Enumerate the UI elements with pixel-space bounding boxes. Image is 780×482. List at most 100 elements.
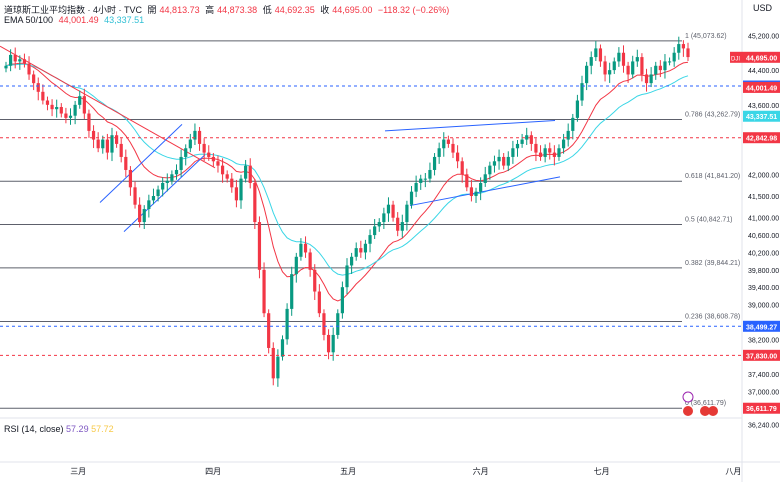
candle-body xyxy=(686,48,690,58)
event-icons xyxy=(682,391,718,416)
y-tick-label: 41,500.00 xyxy=(748,194,779,201)
candle-body xyxy=(354,248,358,257)
price-tag-label: 43,337.51 xyxy=(746,114,777,121)
candle-body xyxy=(626,65,630,75)
candle-body xyxy=(502,156,506,166)
candle-body xyxy=(396,217,400,231)
ema-legend[interactable]: EMA 50/100 44,001.49 43,337.51 xyxy=(4,15,147,25)
candle-body xyxy=(571,117,575,131)
earnings-flag-icon xyxy=(700,406,710,416)
candle-body xyxy=(585,65,589,84)
y-tick-label: 42,000.00 xyxy=(748,172,779,179)
candle-body xyxy=(345,265,349,288)
candle-body xyxy=(612,61,616,71)
candle-body xyxy=(9,54,13,66)
candle-body xyxy=(4,65,8,69)
candle-body xyxy=(91,130,96,140)
ema50-line xyxy=(5,61,689,302)
candle-body xyxy=(211,156,215,162)
currency-label[interactable]: USD xyxy=(752,3,772,13)
candle-body xyxy=(290,274,294,309)
candle-body xyxy=(257,222,262,270)
candle-body xyxy=(184,148,188,157)
price-tag-box xyxy=(743,349,780,361)
candle-body xyxy=(267,313,271,348)
candle-body xyxy=(621,52,626,66)
candle-body xyxy=(151,196,156,201)
candle-body xyxy=(73,104,77,116)
candle-body xyxy=(359,248,363,253)
candle-body xyxy=(557,148,561,157)
candle-body xyxy=(552,152,556,157)
candle-body xyxy=(654,65,658,75)
price-tag-prefix: DJI xyxy=(731,56,740,62)
y-tick-label: 36,240.00 xyxy=(748,422,779,429)
y-tick-label: 44,400.00 xyxy=(748,68,779,75)
trend-channels xyxy=(0,45,561,232)
candle-body xyxy=(299,243,303,257)
candle-body xyxy=(96,139,100,149)
candle-body xyxy=(488,165,492,175)
x-axis-label: 四月 xyxy=(205,467,221,476)
fib-level-label: 0.236 (38,608.78) xyxy=(685,314,740,321)
fib-level-label: 1 (45,073.62) xyxy=(685,33,727,40)
candle-body xyxy=(32,74,36,84)
candle-body xyxy=(174,169,179,175)
y-tick-label: 40,600.00 xyxy=(748,233,779,240)
candle-body xyxy=(608,70,612,75)
candle-body xyxy=(391,204,395,218)
candle-body xyxy=(313,269,317,292)
candle-body xyxy=(128,169,133,188)
change-value: −118.32 (−0.26%) xyxy=(377,5,450,15)
candle-body xyxy=(644,74,649,84)
candle-body xyxy=(110,135,114,153)
candle-body xyxy=(561,139,566,149)
y-tick-label: 39,000.00 xyxy=(748,303,779,310)
candle-body xyxy=(253,182,257,223)
fib-level-label: 0.618 (41,841.20) xyxy=(685,173,740,180)
y-tick-label: 39,800.00 xyxy=(748,268,779,275)
candle-body xyxy=(27,63,31,75)
candle-body xyxy=(230,178,234,188)
low-label: 低 xyxy=(262,5,272,15)
candle-body xyxy=(594,48,598,58)
high-value: 44,873.38 xyxy=(217,5,258,15)
open-value: 44,813.73 xyxy=(159,5,200,15)
candle-body xyxy=(649,74,653,84)
y-tick-label: 40,200.00 xyxy=(748,250,779,257)
candle-body xyxy=(640,57,644,75)
candle-body xyxy=(506,156,510,166)
fib-level-label: 0.382 (39,844.21) xyxy=(685,260,740,267)
rsi-legend[interactable]: RSI (14, close) 57.29 57.72 xyxy=(4,424,114,434)
candle-body xyxy=(114,135,119,144)
candle-body xyxy=(119,143,123,157)
candle-body xyxy=(469,187,474,197)
candle-body xyxy=(663,61,667,71)
rsi-value: 57.29 xyxy=(66,424,89,434)
candle-body xyxy=(188,139,192,149)
price-tag-prefix-box xyxy=(730,51,743,63)
channel-lower-line xyxy=(123,154,206,232)
candle-body xyxy=(234,187,239,201)
candle-body xyxy=(368,235,372,244)
candle-body xyxy=(474,191,478,197)
candle-body xyxy=(598,48,603,62)
y-tick-label: 38,200.00 xyxy=(748,337,779,344)
candle-body xyxy=(382,213,386,223)
candle-body xyxy=(41,91,45,101)
candle-body xyxy=(423,178,427,180)
candle-body xyxy=(68,115,73,118)
candles xyxy=(4,36,690,387)
candle-body xyxy=(631,61,635,75)
candle-body xyxy=(225,174,229,179)
x-axis-label: 八月 xyxy=(725,467,741,476)
candle-body xyxy=(442,139,446,149)
y-tick-label: 41,000.00 xyxy=(748,216,779,223)
candle-body xyxy=(492,161,497,166)
candle-body xyxy=(133,187,137,205)
candle-body xyxy=(248,165,252,183)
candle-body xyxy=(142,209,146,223)
candle-body xyxy=(479,182,483,192)
rsi-label: RSI (14, close) xyxy=(4,424,64,434)
